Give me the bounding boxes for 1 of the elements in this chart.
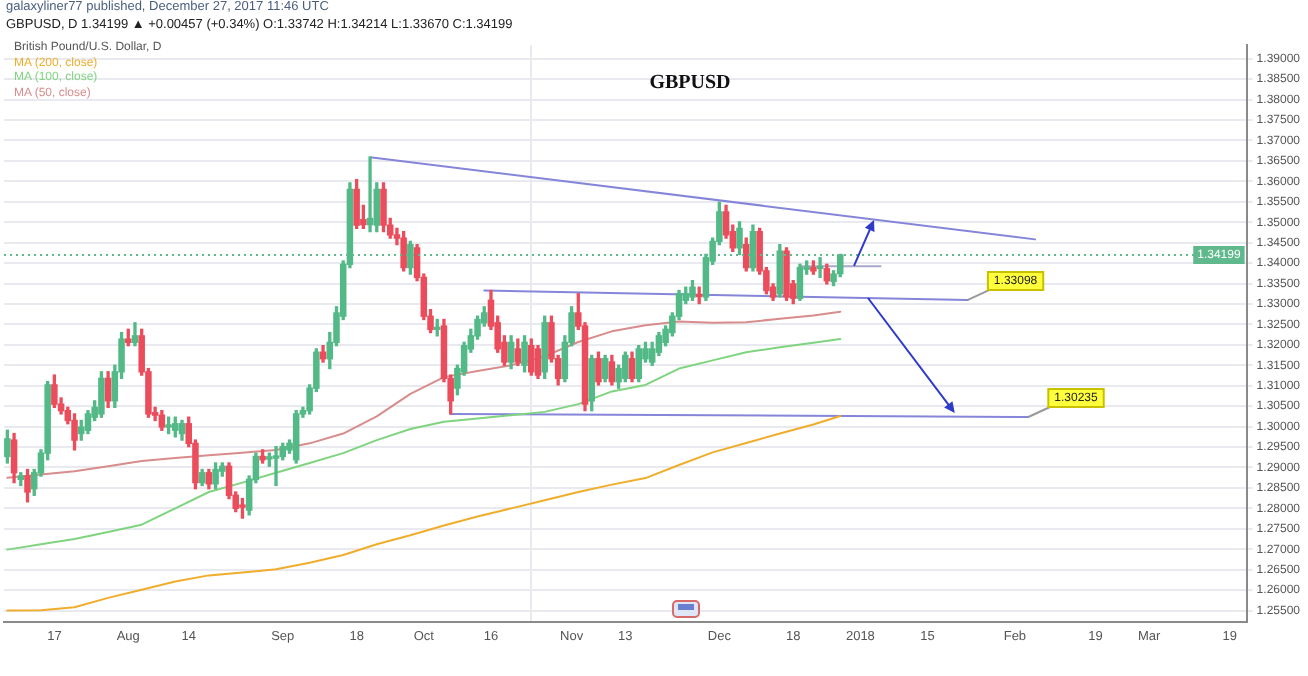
text: GBPUSD <box>649 72 731 94</box>
